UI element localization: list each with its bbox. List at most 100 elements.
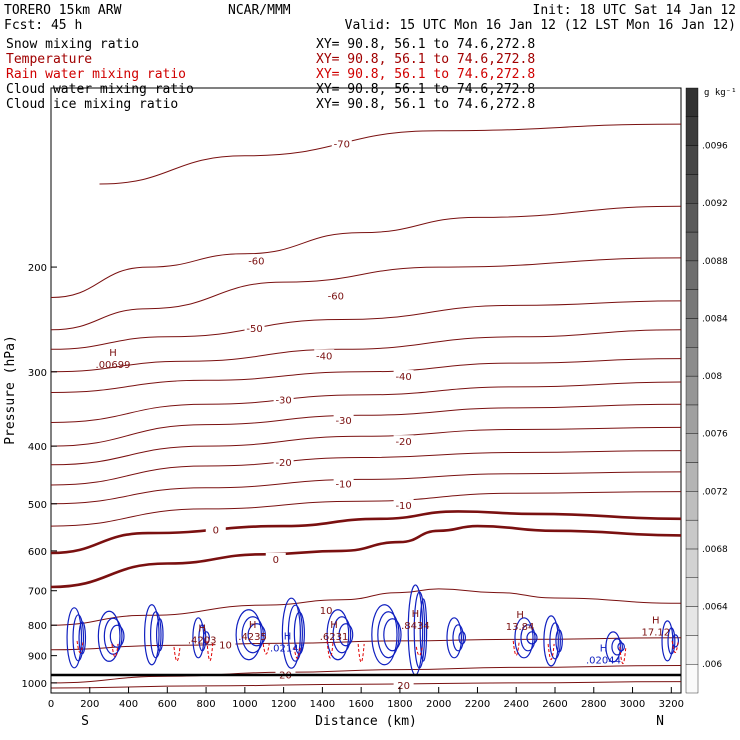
x-tick-label: 3200: [659, 699, 684, 710]
legend-xy-snow: XY= 90.8, 56.1 to 74.6,272.8: [316, 37, 535, 52]
cloud-water-contour: [446, 617, 462, 659]
isotherm-label-bg: [333, 477, 354, 489]
maximum-value: .00699: [96, 360, 131, 371]
cloud-water-contour: [383, 618, 402, 652]
x-tick-label: 2400: [504, 699, 529, 710]
x-tick-label: 2600: [542, 699, 567, 710]
isotherm-line: [50, 524, 682, 589]
isotherm-label-bg: [393, 370, 414, 382]
isotherm-label: -30: [275, 396, 291, 407]
isotherm-label: -10: [395, 501, 411, 512]
isotherm-label-bg: [273, 455, 294, 467]
colorbar-unit: g kg⁻¹: [704, 88, 737, 98]
colorbar-band: [685, 577, 699, 607]
isotherm-label-bg: [316, 604, 337, 616]
isotherm-line: [50, 665, 682, 684]
maximum-value: .4203: [188, 636, 217, 647]
maximum-marker: H: [652, 616, 660, 627]
isotherm-label: -40: [316, 351, 332, 362]
isotherm-label: -10: [335, 480, 351, 491]
rain-water-contour: [415, 646, 423, 657]
cloud-water-contour: [452, 624, 464, 652]
colorbar-band: [685, 433, 699, 463]
colorbar-band: [685, 318, 699, 348]
cloud-water-contour: [97, 610, 121, 662]
colorbar-band: [685, 145, 699, 175]
y-tick-label: 400: [28, 442, 47, 453]
cloud-water-contour: [605, 631, 621, 663]
isotherm-line: [50, 300, 682, 350]
rain-water-contour: [357, 643, 365, 663]
colorbar-tick-label: .0088: [702, 257, 728, 267]
colorbar-band: [685, 606, 699, 636]
cloud-water-contour: [413, 591, 426, 669]
isotherm-label: -40: [395, 372, 411, 383]
cloud-water-contour: [667, 627, 676, 655]
colorbar-band: [685, 260, 699, 290]
x-tick-label: 1000: [232, 699, 257, 710]
y-tick-label: 300: [28, 368, 47, 379]
maximum-value: .02147: [270, 643, 305, 654]
x-tick-label: 1200: [271, 699, 296, 710]
isotherm-label-bg: [246, 254, 267, 266]
cloud-water-contour: [202, 631, 210, 645]
colorbar-band: [685, 491, 699, 521]
legend-name-rain: Rain water mixing ratio: [6, 67, 186, 82]
x-tick-label: 2200: [465, 699, 490, 710]
colorbar-band: [685, 404, 699, 434]
fcst-label: Fcst: 45 h: [4, 18, 82, 33]
legend-xy-temperature: XY= 90.8, 56.1 to 74.6,272.8: [316, 52, 535, 67]
colorbar-band: [685, 116, 699, 146]
maximum-value: .6231: [320, 632, 349, 643]
y-tick-label: 800: [28, 621, 47, 632]
maximum-marker: H: [109, 348, 117, 359]
x-tick-label: 2000: [426, 699, 451, 710]
colorbar-tick-label: .0064: [702, 603, 728, 613]
isotherm-line: [50, 681, 682, 689]
rain-water-contour: [512, 640, 520, 656]
x-tick-label: 0: [48, 699, 54, 710]
x-axis-ticks: 0 200 400 600 800 1000 1200 1400 1600 1800 2000 220…: [48, 687, 684, 710]
x-axis-label: Distance (km): [315, 714, 417, 729]
isotherm-label: 0: [273, 555, 279, 566]
y-axis-label: Pressure (hPa): [3, 335, 18, 445]
colorbar-band: [685, 87, 699, 118]
rain-water-contour: [173, 646, 181, 662]
rain-water-contour: [547, 643, 555, 660]
colorbar-tick-label: .006: [702, 660, 722, 670]
colorbar-band: [685, 635, 699, 665]
colorbar-band: [685, 375, 699, 406]
rain-water-contour: [671, 640, 679, 654]
cloud-water-contour: [543, 615, 559, 667]
isotherm-label-bg: [393, 499, 414, 511]
cloud-water-contour: [72, 614, 85, 662]
maximum-value: 17.12: [641, 628, 670, 639]
colorbar-band: [685, 663, 699, 694]
cloud-water-contour: [555, 629, 563, 653]
maximum-marker: H: [412, 609, 420, 620]
y-tick-label: 700: [28, 587, 47, 598]
colorbar-tick-label: .0068: [702, 545, 728, 555]
rain-water-contour: [76, 640, 84, 654]
colorbar: g kg⁻¹ .006 .0064 .0068 .0072 .0076 .008 .0084…: [685, 87, 737, 694]
cloud-water-contour: [611, 638, 623, 656]
maximum-marker: H: [284, 631, 292, 642]
colorbar-band: [685, 462, 699, 492]
center-label: NCAR/MMM: [228, 3, 291, 18]
isotherm-line: [50, 403, 682, 447]
cloud-water-contour: [235, 609, 262, 661]
colorbar-band: [685, 174, 699, 204]
maximum-marker: H: [516, 610, 524, 621]
cloud-water-contour: [156, 618, 164, 652]
isotherm-label-bg: [314, 349, 335, 361]
y-axis-ticks: 200 300 400 500 600 700 800 900 1000: [22, 263, 57, 690]
x-tick-label: 200: [80, 699, 99, 710]
cloud-water-contour: [241, 616, 264, 654]
rain-water-contours: [76, 640, 679, 665]
isotherm-line: [50, 471, 682, 505]
colorbar-band: [685, 347, 699, 377]
x-tick-label: 2800: [581, 699, 606, 710]
isotherm-label: -30: [335, 416, 351, 427]
x-tick-label: 1400: [310, 699, 335, 710]
